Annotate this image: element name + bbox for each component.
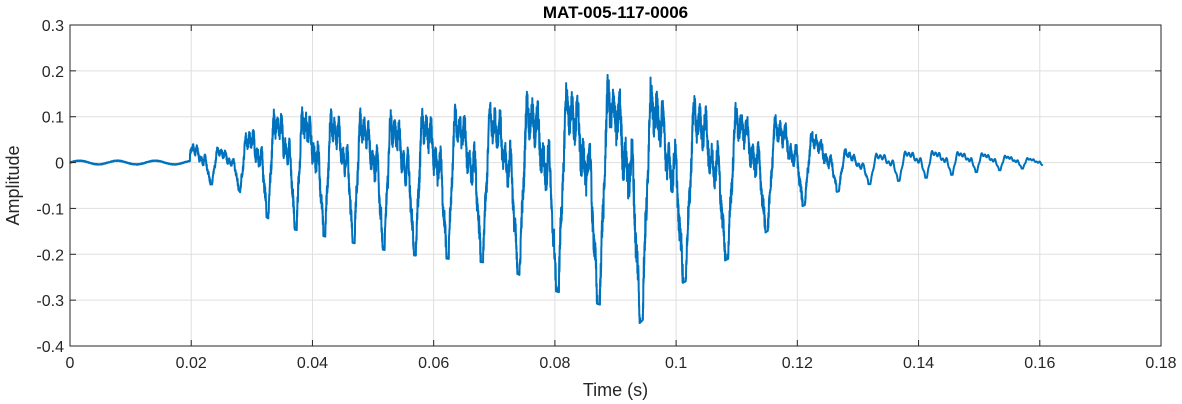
y-tick-label: -0.1 (36, 201, 64, 218)
chart-title: MAT-005-117-0006 (543, 3, 688, 22)
y-tick-label: -0.2 (36, 247, 64, 264)
x-axis-ticks: 0 0.02 0.04 0.06 0.08 0.1 0.12 0.14 0.16 0.18 (66, 25, 1177, 372)
x-tick-label: 0 (66, 355, 75, 372)
plot-area (70, 25, 1161, 346)
x-tick-label: 0.04 (297, 355, 328, 372)
plot-frame (69, 24, 1162, 347)
y-tick-label: 0.2 (42, 64, 64, 81)
y-tick-label: 0.1 (42, 110, 64, 127)
y-axis-ticks: -0.4 -0.3 -0.2 -0.1 0 0.1 0.2 0.3 (36, 18, 1161, 356)
x-tick-label: 0.02 (176, 355, 207, 372)
x-tick-label: 0.06 (418, 355, 449, 372)
x-tick-label: 0.1 (665, 355, 687, 372)
y-tick-label: 0 (55, 156, 64, 173)
x-tick-label: 0.14 (903, 355, 934, 372)
x-tick-label: 0.08 (539, 355, 570, 372)
x-tick-label: 0.18 (1145, 355, 1176, 372)
x-tick-label: 0.12 (782, 355, 813, 372)
y-tick-label: 0.3 (42, 18, 64, 35)
x-axis-label: Time (s) (583, 380, 648, 400)
y-axis-label: Amplitude (3, 145, 23, 225)
x-tick-label: 0.16 (1024, 355, 1055, 372)
waveform-series-line (69, 73, 1044, 325)
y-tick-label: -0.3 (36, 293, 64, 310)
series-layer (69, 73, 1044, 325)
y-tick-label: -0.4 (36, 339, 64, 356)
